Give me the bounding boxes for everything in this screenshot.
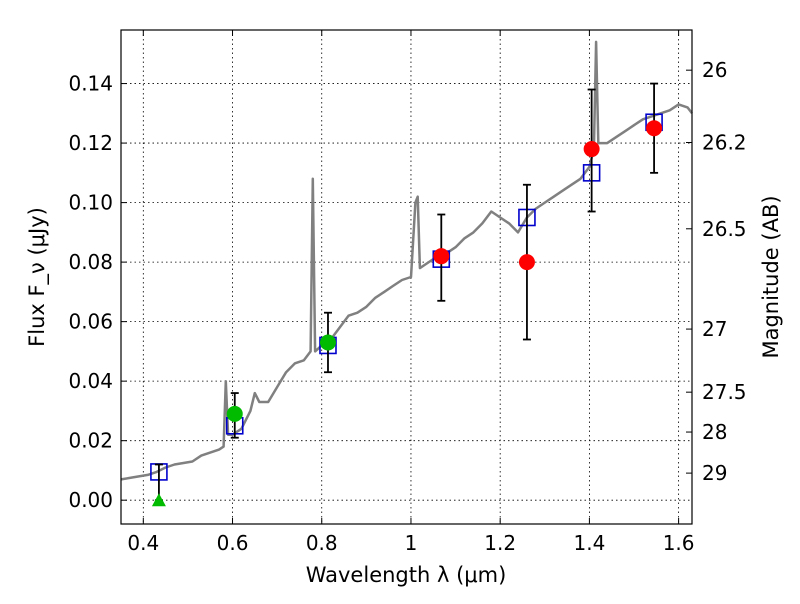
right-tick-label: 26.5 xyxy=(702,217,747,241)
plot-frame xyxy=(120,29,693,525)
y-axis-right-label: Magnitude (AB) xyxy=(759,195,783,358)
y-tick-label: 0.14 xyxy=(68,72,113,96)
right-tick-label: 29 xyxy=(702,461,727,485)
y-tick-label: 0.08 xyxy=(68,250,113,274)
y-tick-label: 0.02 xyxy=(68,429,113,453)
y-tick-label: 0.06 xyxy=(68,310,113,334)
x-axis-label: Wavelength λ (μm) xyxy=(306,563,507,587)
x-tick-label: 1.4 xyxy=(573,531,605,555)
x-tick-label: 1.2 xyxy=(484,531,516,555)
x-tick-label: 0.8 xyxy=(306,531,338,555)
optical-point xyxy=(226,405,243,422)
right-tick-label: 26.2 xyxy=(702,130,747,154)
right-tick-label: 28 xyxy=(702,420,727,444)
model-spectrum-line xyxy=(120,40,693,481)
y-tick-label: 0.10 xyxy=(68,191,113,215)
optical-point xyxy=(319,334,336,351)
right-tick-label: 26 xyxy=(702,58,727,82)
y-tick-label: 0.12 xyxy=(68,131,113,155)
right-tick-label: 27.5 xyxy=(702,380,747,404)
ir-point xyxy=(583,141,600,158)
ir-point xyxy=(433,248,450,265)
upper-limit-point xyxy=(151,493,166,507)
x-tick-label: 1 xyxy=(405,531,418,555)
y-axis-label: Flux F_ν (μJy) xyxy=(25,207,50,347)
right-tick-label: 27 xyxy=(702,317,727,341)
y-tick-label: 0.04 xyxy=(68,369,113,393)
x-tick-label: 0.6 xyxy=(217,531,249,555)
model-spectrum-series xyxy=(120,40,693,481)
x-tick-label: 1.6 xyxy=(663,531,695,555)
y-tick-label: 0.00 xyxy=(68,488,113,512)
grid xyxy=(121,30,692,524)
ir-point xyxy=(646,120,663,137)
photometry-points xyxy=(150,82,663,507)
axis-ticks: 0.4 0.6 0.8 1 1.2 1.4 1.6 0.00 0.02 0.04 0.06 0.08 0… xyxy=(68,30,747,555)
x-tick-label: 0.4 xyxy=(127,531,159,555)
ir-point xyxy=(518,254,535,271)
